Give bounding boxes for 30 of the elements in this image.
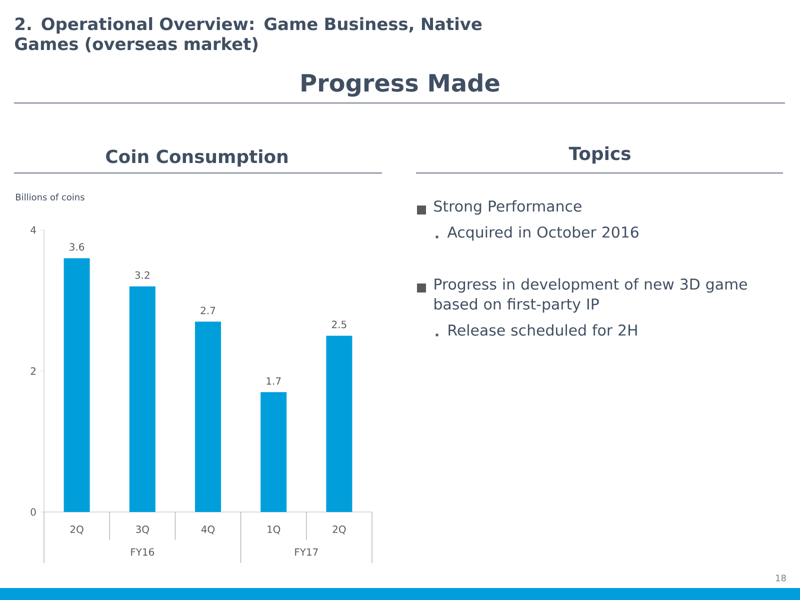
text: 2. Operational Overview: Game Business, Native Games (overseas market) [15, 17, 482, 52]
y-tick-label: 2 [30, 367, 36, 375]
data-label: 2.7 [200, 306, 216, 314]
data-label: 3.6 [70, 243, 84, 251]
x-tick-label: 3Q [136, 526, 149, 534]
data-label: 3.2 [135, 271, 150, 279]
bar [326, 336, 352, 512]
y-axis-title: Billions of coins [16, 194, 84, 200]
text: FY17 [295, 548, 318, 556]
chart-title: Coin Consumption [106, 149, 288, 167]
text: Topics [568, 146, 630, 164]
text: 18 [776, 574, 786, 582]
text: FY16 [131, 548, 154, 556]
bar [260, 392, 287, 512]
x-tick-label: 4Q [201, 526, 215, 534]
text: Acquired in October 2016 [447, 226, 638, 241]
bar [129, 286, 156, 512]
x-tick-label: 2Q [332, 526, 346, 534]
text: Progress in development of new 3D game based on first-party IP [434, 278, 747, 313]
text: Release scheduled for 2H [448, 324, 637, 336]
text: Strong Performance [434, 200, 582, 215]
y-tick-label: 4 [30, 226, 36, 234]
bar [195, 322, 221, 512]
data-label: 1.7 [266, 377, 281, 385]
bar [64, 258, 90, 512]
x-tick-label: 2Q [70, 526, 84, 534]
y-tick-label: 0 [30, 508, 36, 516]
x-tick-label: 1Q [268, 526, 280, 534]
text: Progress Made [302, 73, 500, 97]
data-label: 2.5 [332, 320, 346, 328]
